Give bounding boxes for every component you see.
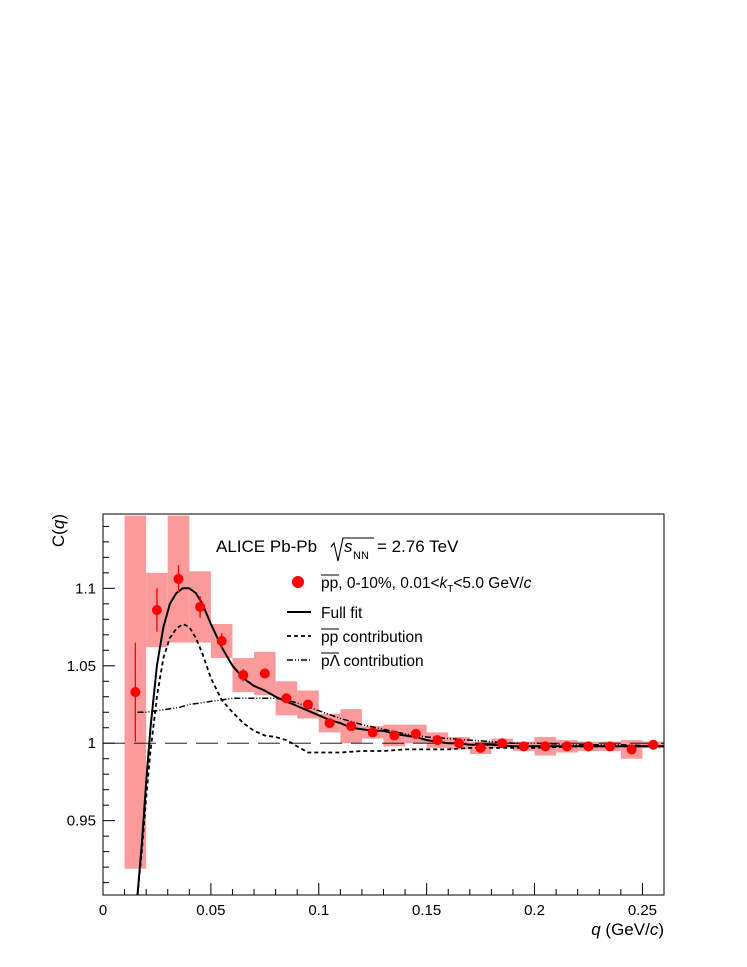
energy-value: = 2.76 TeV	[377, 537, 459, 556]
data-point	[130, 687, 141, 698]
x-axis-unit-c: c	[650, 920, 659, 939]
data-point	[389, 730, 400, 741]
x-axis-variable: q	[591, 920, 601, 939]
legend-label-full-fit: Full fit	[321, 605, 363, 622]
x-axis-unit-open: (GeV/	[601, 920, 650, 939]
legend-pair-pp: pp	[321, 629, 338, 646]
legend-label-data: pp, 0-10%, 0.01<kT<5.0 GeV/c	[321, 575, 532, 595]
y-tick-label: 0.95	[67, 813, 96, 830]
energy-subscript: NN	[353, 550, 369, 562]
data-point	[432, 735, 443, 746]
legend-pl-suffix: contribution	[339, 653, 423, 670]
legend-pp-suffix: contribution	[338, 629, 422, 646]
sqrt-symbol	[330, 537, 374, 562]
legend-data-mid: , 0-10%, 0.01<	[338, 575, 439, 592]
axis-ticks: 0 0.05 0.1 0.15 0.2 0.25 0.95 1 1.05 1.1	[67, 525, 665, 919]
y-tick-label: 1.1	[75, 580, 96, 597]
data-point	[281, 693, 292, 704]
x-tick-label: 0.05	[196, 902, 225, 919]
curve-pl	[137, 697, 664, 748]
data-point	[195, 601, 206, 612]
data-point	[346, 721, 357, 732]
legend-label-plambda-contribution: pΛ contribution	[321, 653, 424, 670]
legend-marker-circle	[292, 576, 304, 588]
data-point	[259, 668, 270, 679]
legend-data-post: <5.0 GeV/	[453, 575, 524, 592]
data-point	[475, 742, 486, 753]
data-point	[216, 636, 227, 646]
experiment-label: ALICE Pb-Pb s NN = 2.76 TeV	[216, 537, 459, 562]
y-axis-variable: q	[49, 519, 68, 529]
x-tick-label: 0.2	[524, 902, 545, 919]
legend-entry-data: pp, 0-10%, 0.01<kT<5.0 GeV/c	[292, 574, 532, 595]
data-point	[518, 741, 529, 752]
data-point	[540, 741, 551, 752]
data-point	[561, 741, 572, 752]
data-point	[454, 738, 465, 749]
legend-data-ksub: T	[447, 584, 453, 595]
data-point	[410, 728, 421, 739]
data-point	[238, 670, 249, 681]
x-axis-title: q (GeV/c)	[591, 920, 664, 939]
x-tick-label: 0	[99, 902, 107, 919]
curve-pp	[136, 623, 664, 895]
legend-data-c: c	[524, 575, 532, 592]
legend-entry-full-fit: Full fit	[287, 605, 363, 622]
y-axis-suffix: )	[49, 514, 68, 520]
legend-entry-plambda-contribution: pΛ contribution	[287, 652, 424, 670]
data-point	[497, 738, 508, 749]
legend-label-pp-contribution: pp contribution	[321, 629, 423, 646]
data-point	[324, 718, 335, 729]
data-point	[626, 744, 637, 755]
x-tick-label: 0.1	[308, 902, 329, 919]
data-point	[605, 741, 616, 752]
energy-symbol: s	[344, 537, 353, 556]
data-point	[302, 699, 313, 710]
x-axis-unit-close: )	[658, 920, 664, 939]
data-point	[173, 574, 184, 585]
legend: pp, 0-10%, 0.01<kT<5.0 GeV/c Full fit pp…	[287, 574, 532, 670]
legend-pair-plambda: pΛ	[321, 653, 341, 670]
y-axis-prefix: C(	[49, 529, 68, 547]
x-tick-label: 0.25	[628, 902, 657, 919]
legend-entry-pp-contribution: pp contribution	[287, 628, 423, 646]
data-point	[648, 739, 659, 750]
experiment-name: ALICE Pb-Pb	[216, 537, 317, 556]
y-tick-label: 1	[88, 735, 96, 752]
y-axis-title: C(q)	[49, 514, 68, 547]
y-tick-label: 1.05	[67, 658, 96, 675]
data-point	[367, 727, 378, 738]
x-tick-label: 0.15	[412, 902, 441, 919]
legend-pair-pp: pp	[321, 575, 338, 592]
data-point	[583, 741, 594, 752]
data-point	[151, 605, 162, 616]
legend-data-k: k	[440, 575, 449, 592]
plot-area	[103, 515, 664, 895]
